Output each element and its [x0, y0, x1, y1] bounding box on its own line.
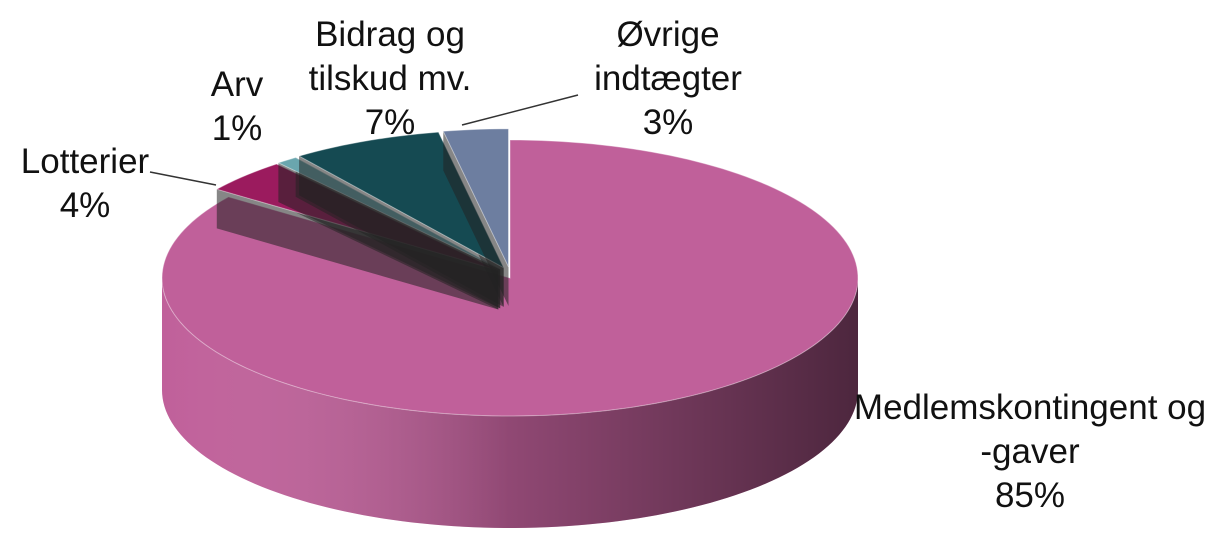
- value-label: 4%: [59, 186, 111, 225]
- slice-label: Bidrag og tilskud mv.: [308, 15, 472, 98]
- slice-top: [161, 139, 859, 417]
- slice: [161, 139, 859, 528]
- value-label: 7%: [364, 103, 416, 142]
- leader-line: [149, 171, 217, 186]
- slice-edge: [216, 189, 499, 310]
- leader-line: [461, 94, 579, 126]
- slice-label: Øvrige indtægter: [594, 15, 742, 98]
- slice-edge: [299, 156, 504, 307]
- slice-label: Arv: [210, 65, 264, 104]
- value-label: 3%: [642, 103, 694, 142]
- slice-label: Medlemskontingent og -gaver: [853, 388, 1207, 471]
- slices: [161, 128, 859, 528]
- value-label: 1%: [211, 109, 263, 148]
- slice-label: Lotterier: [20, 142, 150, 181]
- slice-top: [442, 128, 509, 268]
- slice-side-shade: [162, 278, 858, 528]
- slice-edge: [443, 131, 509, 307]
- value-label: 85%: [994, 476, 1066, 515]
- slice: [442, 128, 509, 307]
